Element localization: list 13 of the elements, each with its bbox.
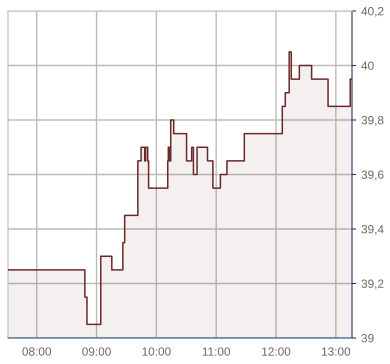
x-tick-label: 13:00 [322,347,350,356]
x-tick-label: 12:00 [262,347,290,356]
y-tick-label: 39,8 [361,116,384,126]
y-tick-label: 39,4 [361,225,384,235]
y-tick-label: 39,2 [361,280,384,290]
x-tick-label: 08:00 [22,347,52,356]
x-tick-label: 10:00 [142,347,171,356]
y-tick-label: 40,2 [361,7,384,17]
x-tick-label: 09:00 [82,347,111,356]
x-tick-label: 11:00 [202,347,230,356]
y-tick-label: 39 [361,334,374,342]
y-tick-label: 39,6 [361,170,384,180]
y-tick-label: 40 [361,62,374,70]
